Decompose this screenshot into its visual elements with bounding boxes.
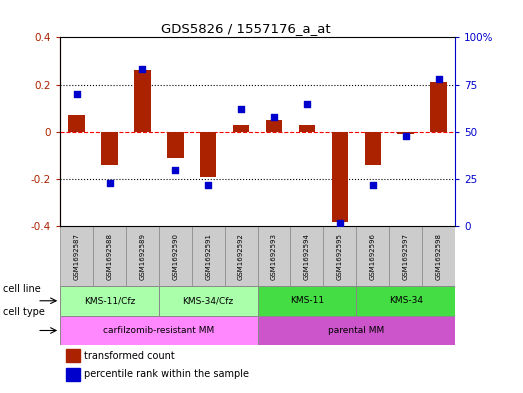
Bar xyxy=(167,132,184,158)
Bar xyxy=(397,132,414,134)
Text: carfilzomib-resistant MM: carfilzomib-resistant MM xyxy=(103,326,214,335)
Point xyxy=(270,114,278,120)
Bar xyxy=(356,286,455,316)
Text: GSM1692598: GSM1692598 xyxy=(436,233,441,280)
Bar xyxy=(101,132,118,165)
Text: GSM1692589: GSM1692589 xyxy=(140,233,145,280)
Bar xyxy=(365,132,381,165)
Text: GSM1692595: GSM1692595 xyxy=(337,233,343,280)
Bar xyxy=(60,226,93,286)
Text: GSM1692587: GSM1692587 xyxy=(74,233,79,280)
Text: cell type: cell type xyxy=(3,307,44,318)
Point xyxy=(369,182,377,188)
Point xyxy=(402,132,410,139)
Text: KMS-34: KMS-34 xyxy=(389,296,423,305)
Text: GSM1692594: GSM1692594 xyxy=(304,233,310,280)
Point xyxy=(105,180,113,186)
Bar xyxy=(134,70,151,132)
Point xyxy=(237,106,245,112)
Bar xyxy=(422,226,455,286)
Text: GSM1692597: GSM1692597 xyxy=(403,233,408,280)
Point xyxy=(435,76,443,82)
Text: transformed count: transformed count xyxy=(84,351,175,360)
Text: GSM1692596: GSM1692596 xyxy=(370,233,376,280)
Bar xyxy=(159,226,192,286)
Text: parental MM: parental MM xyxy=(328,326,384,335)
Point xyxy=(72,91,81,97)
Bar xyxy=(233,125,249,132)
Bar xyxy=(290,226,323,286)
Bar xyxy=(69,116,85,132)
Bar xyxy=(66,368,80,381)
Text: GSM1692590: GSM1692590 xyxy=(172,233,178,280)
Bar xyxy=(257,226,290,286)
Point xyxy=(204,182,212,188)
Text: percentile rank within the sample: percentile rank within the sample xyxy=(84,369,249,380)
Text: GSM1692593: GSM1692593 xyxy=(271,233,277,280)
Bar xyxy=(389,226,422,286)
Bar xyxy=(60,316,257,345)
Text: KMS-11/Cfz: KMS-11/Cfz xyxy=(84,296,135,305)
Text: GDS5826 / 1557176_a_at: GDS5826 / 1557176_a_at xyxy=(161,22,331,35)
Bar xyxy=(159,286,257,316)
Text: KMS-11: KMS-11 xyxy=(290,296,324,305)
Bar xyxy=(200,132,217,177)
Bar xyxy=(93,226,126,286)
Bar xyxy=(430,82,447,132)
Bar xyxy=(257,316,455,345)
Bar xyxy=(66,349,80,362)
Point xyxy=(171,167,179,173)
Text: GSM1692588: GSM1692588 xyxy=(107,233,112,280)
Point xyxy=(138,66,146,73)
Bar xyxy=(332,132,348,222)
Text: GSM1692591: GSM1692591 xyxy=(205,233,211,280)
Point xyxy=(303,100,311,107)
Bar xyxy=(192,226,225,286)
Text: cell line: cell line xyxy=(3,284,40,294)
Bar xyxy=(323,226,356,286)
Bar xyxy=(356,226,389,286)
Bar xyxy=(60,286,159,316)
Bar xyxy=(225,226,257,286)
Bar xyxy=(126,226,159,286)
Text: KMS-34/Cfz: KMS-34/Cfz xyxy=(183,296,234,305)
Text: GSM1692592: GSM1692592 xyxy=(238,233,244,280)
Point xyxy=(336,220,344,226)
Bar xyxy=(266,120,282,132)
Bar xyxy=(299,125,315,132)
Bar xyxy=(257,286,356,316)
